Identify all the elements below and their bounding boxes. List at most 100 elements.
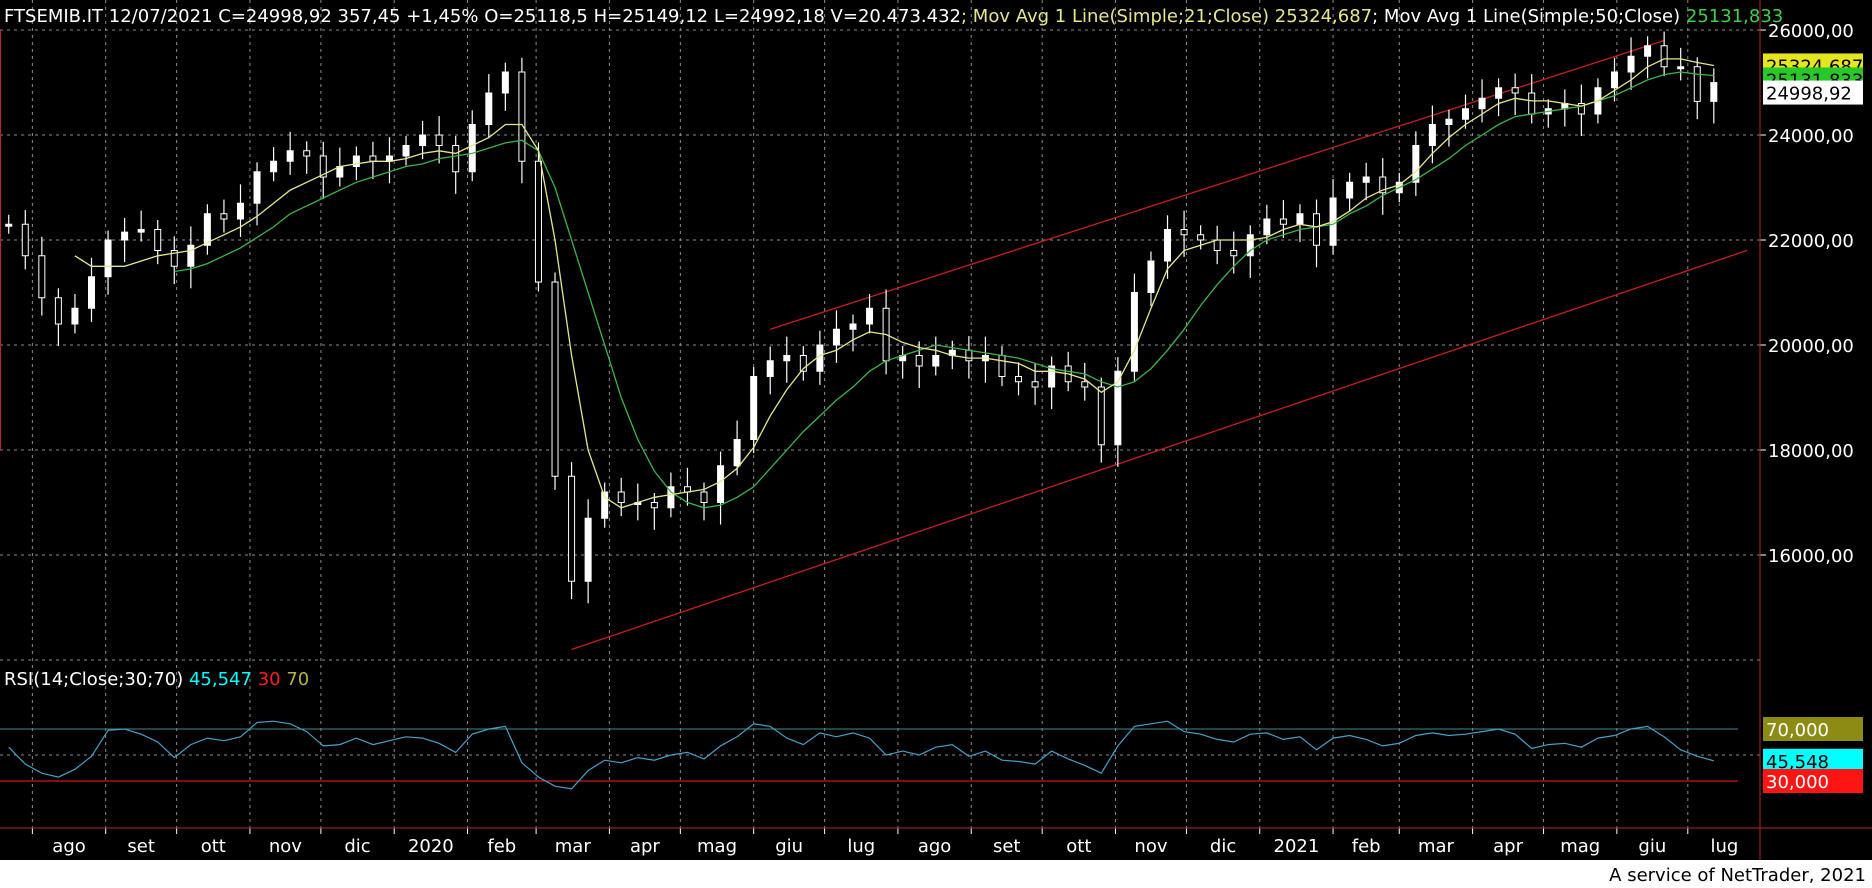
time-tick-label: dic [344, 836, 370, 857]
quote-text: 12/07/2021 C=24998,92 357,45 +1,45% O=25… [108, 6, 962, 27]
chart-canvas: 26000,00 24000,00 22000,00 20000,00 18000,00… [0, 0, 1872, 860]
price-candle [38, 255, 46, 299]
price-candle [832, 328, 840, 346]
price-tick-label: 18000,00 [1768, 441, 1854, 462]
plot-area[interactable] [0, 0, 1760, 860]
price-axis[interactable] [1760, 0, 1872, 860]
rsi-line [8, 720, 1714, 790]
price-candle [137, 229, 145, 233]
price-candle [501, 71, 509, 94]
rsi-low-label: 30 [257, 669, 281, 690]
price-candle [766, 360, 774, 377]
time-tick-label: apr [1493, 836, 1523, 857]
rsi-axis-label: 45,548 [1766, 752, 1829, 773]
price-tick-label: 20000,00 [1768, 336, 1854, 357]
price-candle [568, 475, 576, 582]
price-candle [650, 502, 658, 509]
price-candle [468, 124, 476, 173]
symbol-label: FTSEMIB.IT [4, 6, 104, 27]
time-tick-label: mag [1560, 836, 1600, 857]
moving-averages [74, 58, 1714, 509]
price-candle [419, 134, 427, 146]
price-candle [154, 229, 162, 251]
time-tick-label: giu [775, 836, 803, 857]
price-candle [21, 223, 29, 257]
price-candle [352, 155, 360, 167]
price-candle [253, 171, 261, 204]
time-tick-label: ago [918, 836, 951, 857]
trendline-channel-lower [571, 249, 1748, 651]
price-candle [617, 491, 625, 503]
price-candle [1412, 145, 1420, 183]
price-candle [1528, 92, 1536, 115]
price-candle [733, 439, 741, 467]
footer-credit: A service of NetTrader, 2021 [1609, 865, 1866, 886]
price-candle [402, 145, 410, 157]
time-tick-label: 2020 [408, 836, 454, 857]
price-candle [717, 465, 725, 503]
price-candle [866, 307, 874, 325]
time-tick-label: nov [1134, 836, 1167, 857]
price-candle [170, 250, 178, 267]
price-candle [54, 297, 62, 325]
price-candle [1279, 218, 1287, 225]
rsi-axis-badge [1763, 717, 1863, 741]
price-tick-label: 26000,00 [1768, 21, 1854, 42]
price-candle [1230, 250, 1238, 257]
price-candle [220, 213, 228, 220]
time-tick-label: mar [1418, 836, 1455, 857]
price-candle [104, 239, 112, 278]
price-candle [750, 376, 758, 440]
last-value-badge [1763, 80, 1863, 105]
price-candle [270, 160, 278, 173]
price-candle [1644, 45, 1652, 57]
price-candle [1710, 82, 1718, 102]
price-candle [1362, 176, 1370, 183]
price-candle [915, 355, 923, 367]
price-candle [551, 281, 559, 477]
time-tick-label: nov [269, 836, 302, 857]
rsi-label: RSI(14;Close;30;70) [4, 669, 184, 690]
rsi-value: 45,547 [188, 669, 252, 690]
price-candle [1627, 55, 1635, 73]
price-candle [452, 145, 460, 173]
ma21-line [74, 58, 1714, 509]
price-candle [1180, 229, 1188, 236]
price-candle [667, 486, 675, 509]
price-candle [816, 344, 824, 372]
ma21-label: ; Mov Avg 1 Line(Simple;21;Close) [961, 6, 1270, 27]
price-candle [286, 150, 294, 162]
price-candle [5, 223, 13, 227]
time-tick-label: apr [630, 836, 660, 857]
price-candle [1130, 292, 1138, 372]
price-candle [236, 202, 244, 220]
rsi-header: RSI(14;Close;30;70) 45,547 30 70 [4, 669, 309, 690]
price-candle [518, 71, 526, 162]
time-tick-label: ott [1066, 836, 1091, 857]
price-candle [601, 491, 609, 519]
time-tick-label: feb [487, 836, 516, 857]
rsi-axis-badge [1763, 748, 1863, 773]
time-tick-label: feb [1352, 836, 1381, 857]
price-header: FTSEMIB.IT 12/07/2021 C=24998,92 357,45 … [4, 6, 1783, 27]
price-candle [1428, 124, 1436, 146]
axes: 26000,00 24000,00 22000,00 20000,00 18000,00… [0, 0, 1872, 860]
price-candle [1693, 66, 1701, 102]
price-tick-label: 16000,00 [1768, 546, 1854, 567]
price-candle [1610, 71, 1618, 89]
price-candle [1461, 108, 1469, 120]
ma50-line [174, 71, 1714, 509]
rsi-panel [0, 720, 1760, 790]
price-candle [1015, 376, 1023, 383]
price-candle [1313, 213, 1321, 246]
price-candle [1031, 381, 1039, 388]
price-candle [1213, 239, 1221, 251]
price-candle [203, 213, 211, 246]
price-candle [1346, 181, 1354, 199]
rsi-high-label: 70 [286, 669, 310, 690]
price-candle [1495, 87, 1503, 99]
ma50-value: 25131,833 [1685, 6, 1784, 27]
price-candle [1263, 218, 1271, 236]
time-tick-label: 2021 [1274, 836, 1320, 857]
